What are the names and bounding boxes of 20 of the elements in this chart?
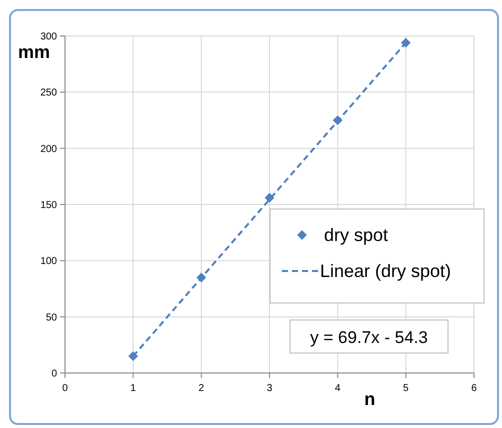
x-tick-label: 4 [334, 383, 341, 394]
y-tick-label: 50 [46, 312, 58, 324]
x-tick-label: 0 [62, 383, 68, 394]
x-axis-title: n [364, 389, 376, 409]
legend-label: dry spot [324, 225, 388, 245]
x-tick-label: 2 [198, 383, 205, 394]
legend-label: Linear (dry spot) [320, 261, 452, 281]
point [264, 192, 274, 203]
x-tick-label: 5 [403, 383, 410, 394]
y-axis-title: mm [18, 42, 50, 62]
y-tick-label: 0 [51, 368, 58, 380]
x-tick-label: 3 [266, 383, 273, 394]
y-tick-label: 250 [40, 88, 58, 99]
annotation: y = 69.7x - 54.3 [310, 328, 428, 347]
y-tick-label: 100 [40, 256, 58, 268]
x-tick-label: 6 [471, 383, 478, 394]
x-tick-label: 1 [130, 383, 136, 394]
y-tick-label: 200 [40, 144, 58, 155]
y-tick-label: 150 [40, 200, 58, 211]
y-tick-label: 300 [40, 32, 58, 42]
